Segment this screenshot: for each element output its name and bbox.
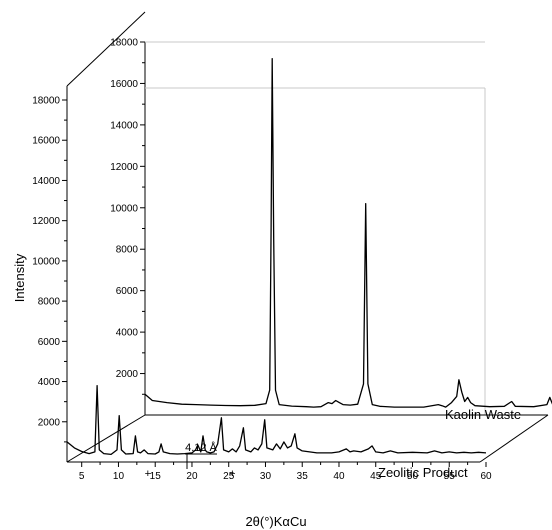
series-label: Zeolitic Product <box>378 465 468 480</box>
x-tick-label: 45 <box>370 471 382 482</box>
back-y-tick-label: 16000 <box>110 79 138 90</box>
front-y-tick-label: 10000 <box>32 256 60 267</box>
back-y-tick-label: 4000 <box>116 328 139 339</box>
front-y-tick-label: 4000 <box>38 377 61 388</box>
x-tick-label: 55 <box>444 471 456 482</box>
annotation-layer: 4.12 Å + + <box>145 441 236 480</box>
bottom-right-depth-edge <box>479 414 549 463</box>
front-y-axis: 2000 4000 6000 8000 10000 12000 14000 16000 1800… <box>32 96 67 443</box>
x-tick-label: 25 <box>223 471 235 482</box>
back-y-tick-label: 10000 <box>110 203 138 214</box>
front-y-tick-label: 8000 <box>38 297 61 308</box>
series-layer: Kaolin Waste Zeolitic Product <box>66 57 552 480</box>
x-tick-label: 20 <box>186 471 198 482</box>
x-axis: 5 10 15 20 25 30 35 40 45 50 55 60 <box>79 462 492 482</box>
x-tick-label: 5 <box>79 471 85 482</box>
bottom-left-depth-edge <box>66 414 146 463</box>
front-y-tick-label: 2000 <box>38 417 61 428</box>
back-y-tick-label: 18000 <box>110 38 138 49</box>
x-tick-label: 50 <box>407 471 419 482</box>
top-depth-edge <box>66 11 146 87</box>
front-y-tick-label: 12000 <box>32 216 60 227</box>
front-y-tick-label: 16000 <box>32 136 60 147</box>
d-spacing-label: 4.12 Å <box>185 441 217 454</box>
series-line-kaolin-waste <box>144 57 552 408</box>
x-tick-label: 15 <box>150 471 162 482</box>
x-tick-label: 10 <box>113 471 125 482</box>
x-tick-label: 35 <box>297 471 309 482</box>
plus-marker: + <box>229 468 235 480</box>
back-y-tick-label: 2000 <box>116 369 139 380</box>
back-y-tick-label: 14000 <box>110 120 138 131</box>
front-y-tick-label: 14000 <box>32 176 60 187</box>
plus-marker: + <box>145 468 151 480</box>
front-y-tick-label: 18000 <box>32 96 60 107</box>
series-line-zeolitic-product <box>66 384 487 456</box>
back-y-tick-label: 12000 <box>110 162 138 173</box>
back-y-tick-label: 6000 <box>116 286 139 297</box>
back-y-axis: 2000 4000 6000 8000 10000 12000 14000 16000 1800… <box>110 38 145 395</box>
x-axis-title: 2θ(°)KαCu <box>245 514 306 529</box>
x-tick-label: 60 <box>480 471 492 482</box>
x-tick-label: 40 <box>333 471 345 482</box>
series-label: Kaolin Waste <box>445 407 521 422</box>
front-y-tick-label: 6000 <box>38 337 61 348</box>
back-y-tick-label: 8000 <box>116 245 139 256</box>
chart-frame <box>66 11 549 463</box>
x-tick-label: 30 <box>260 471 272 482</box>
y-axis-title: Intensity <box>12 253 27 302</box>
